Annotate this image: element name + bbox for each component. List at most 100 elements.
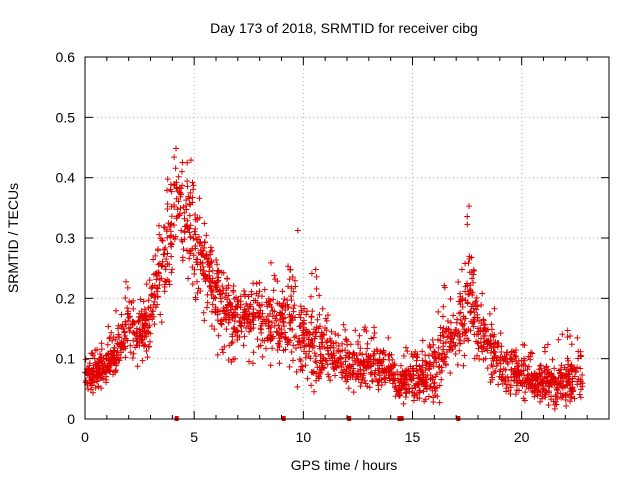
data-point — [562, 372, 569, 379]
data-point — [285, 283, 292, 290]
x-tick-label: 5 — [190, 429, 198, 445]
data-point — [187, 250, 194, 257]
data-point — [576, 391, 583, 398]
data-point — [206, 282, 213, 289]
data-point — [419, 348, 426, 355]
data-point — [483, 338, 490, 345]
data-point — [314, 316, 321, 323]
data-point — [199, 242, 206, 249]
data-point — [181, 229, 188, 236]
data-point — [214, 351, 221, 358]
data-point — [167, 233, 174, 240]
data-point — [212, 304, 219, 311]
data-point — [382, 379, 389, 386]
data-point — [531, 393, 538, 400]
data-point — [454, 361, 461, 368]
data-point — [373, 346, 380, 353]
data-point — [234, 332, 241, 339]
data-point — [281, 295, 288, 302]
data-point — [282, 334, 289, 341]
data-point — [276, 338, 283, 345]
data-point — [575, 355, 582, 362]
data-point — [359, 351, 366, 358]
data-point — [362, 363, 369, 370]
data-point — [299, 367, 306, 374]
x-tick-label: 10 — [296, 429, 312, 445]
data-point — [422, 358, 429, 365]
data-point — [537, 398, 544, 405]
data-point — [345, 349, 352, 356]
data-point — [132, 344, 139, 351]
data-point — [410, 397, 417, 404]
data-point — [546, 379, 553, 386]
data-point — [259, 337, 266, 344]
data-point — [189, 194, 196, 201]
data-point — [136, 339, 143, 346]
data-point — [277, 316, 284, 323]
data-point — [464, 335, 471, 342]
data-point — [175, 173, 182, 180]
data-point — [191, 228, 198, 235]
data-point — [192, 231, 199, 238]
data-point — [286, 276, 293, 283]
data-point — [416, 375, 423, 382]
data-point — [437, 332, 444, 339]
data-point — [527, 384, 534, 391]
data-point — [353, 352, 360, 359]
data-point — [511, 365, 518, 372]
data-point — [354, 367, 361, 374]
data-point — [228, 340, 235, 347]
data-point — [462, 297, 469, 304]
data-point — [447, 296, 454, 303]
data-point — [214, 279, 221, 286]
data-point — [448, 347, 455, 354]
data-point — [396, 391, 403, 398]
data-point — [98, 340, 105, 347]
data-point — [162, 278, 169, 285]
data-point — [365, 352, 372, 359]
data-point — [578, 353, 585, 360]
data-point — [369, 377, 376, 384]
data-point — [543, 363, 550, 370]
data-point — [545, 401, 552, 408]
data-point — [568, 365, 575, 372]
data-point — [153, 276, 160, 283]
data-point — [252, 312, 259, 319]
data-point — [486, 310, 493, 317]
data-point — [144, 354, 151, 361]
data-point — [94, 377, 101, 384]
data-point — [529, 350, 536, 357]
data-point — [425, 352, 432, 359]
data-point — [361, 326, 368, 333]
data-point — [515, 377, 522, 384]
data-point — [435, 308, 442, 315]
y-tick-label: 0.3 — [56, 230, 76, 246]
data-point — [211, 326, 218, 333]
data-point — [225, 292, 232, 299]
data-point — [98, 354, 105, 361]
data-point — [550, 398, 557, 405]
data-point — [332, 364, 339, 371]
data-point — [467, 309, 474, 316]
data-point — [151, 298, 158, 305]
data-point — [413, 362, 420, 369]
data-point — [480, 345, 487, 352]
data-point — [563, 366, 570, 373]
data-point — [296, 339, 303, 346]
data-point — [112, 307, 119, 314]
data-point — [452, 342, 459, 349]
data-point — [261, 286, 268, 293]
data-point — [123, 278, 130, 285]
data-point — [524, 366, 531, 373]
data-point — [218, 269, 225, 276]
data-point — [122, 321, 129, 328]
data-point — [146, 322, 153, 329]
data-point — [371, 329, 378, 336]
data-point — [311, 388, 318, 395]
data-point — [292, 283, 299, 290]
data-point — [564, 382, 571, 389]
data-point — [359, 374, 366, 381]
data-point — [273, 328, 280, 335]
data-point — [273, 317, 280, 324]
data-point — [313, 377, 320, 384]
